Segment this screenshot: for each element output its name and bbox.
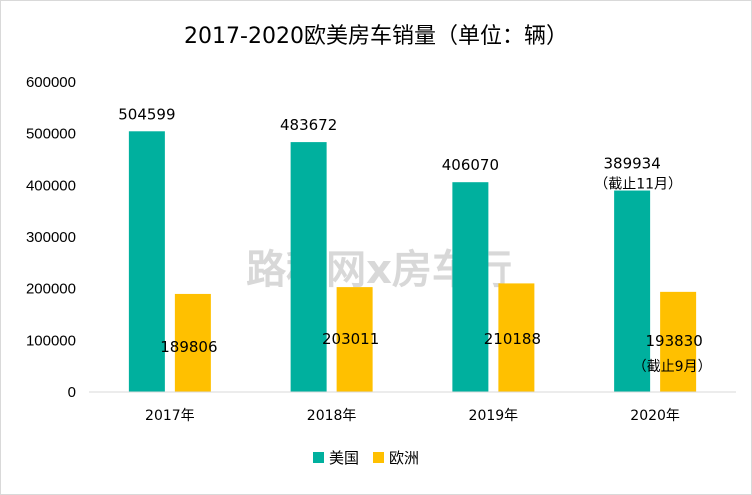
data-label: 193830 [645, 332, 702, 350]
y-axis: 0 100000 200000 300000 400000 500000 600000 [26, 74, 76, 401]
x-tick-label: 2017年 [145, 408, 195, 424]
y-tick-label: 100000 [26, 332, 76, 349]
bar-usa [614, 190, 651, 392]
legend-label: 欧洲 [389, 449, 419, 467]
y-tick-label: 200000 [26, 281, 76, 298]
data-label: 203011 [322, 330, 379, 348]
bar-usa [128, 131, 165, 392]
x-tick-label: 2020年 [630, 408, 680, 424]
y-tick-label: 400000 [26, 177, 76, 194]
data-label: 504599 [118, 105, 175, 123]
data-label-note: （截止11月） [594, 177, 682, 193]
x-tick-label: 2018年 [307, 408, 357, 424]
data-labels-group: 504599 483672 406070 389934 189806 203011 2101… [118, 105, 711, 375]
legend: 美国 欧洲 [313, 449, 419, 467]
legend-swatch [313, 452, 324, 463]
legend-label: 美国 [329, 449, 359, 467]
x-axis: 2017年 2018年 2019年 2020年 [89, 391, 736, 424]
y-tick-label: 0 [68, 384, 76, 401]
data-label: 389934 [603, 155, 660, 173]
legend-swatch [373, 452, 384, 463]
bar-europe [660, 291, 697, 392]
data-label: 483672 [280, 116, 337, 134]
bar-usa [452, 182, 489, 392]
x-tick-label: 2019年 [469, 408, 519, 424]
y-tick-label: 500000 [26, 126, 76, 143]
bars-group [128, 131, 697, 392]
data-label: 189806 [160, 338, 217, 356]
bar-europe [174, 293, 211, 392]
bar-europe [336, 287, 373, 392]
y-tick-label: 600000 [26, 74, 76, 91]
bar-usa [290, 142, 327, 392]
data-label: 406070 [442, 156, 499, 174]
data-label: 210188 [484, 330, 541, 348]
chart-title: 2017-2020欧美房车销量（单位：辆） [184, 24, 568, 49]
data-label-note: （截止9月） [633, 359, 712, 375]
bar-europe [498, 283, 535, 392]
y-tick-label: 300000 [26, 229, 76, 246]
